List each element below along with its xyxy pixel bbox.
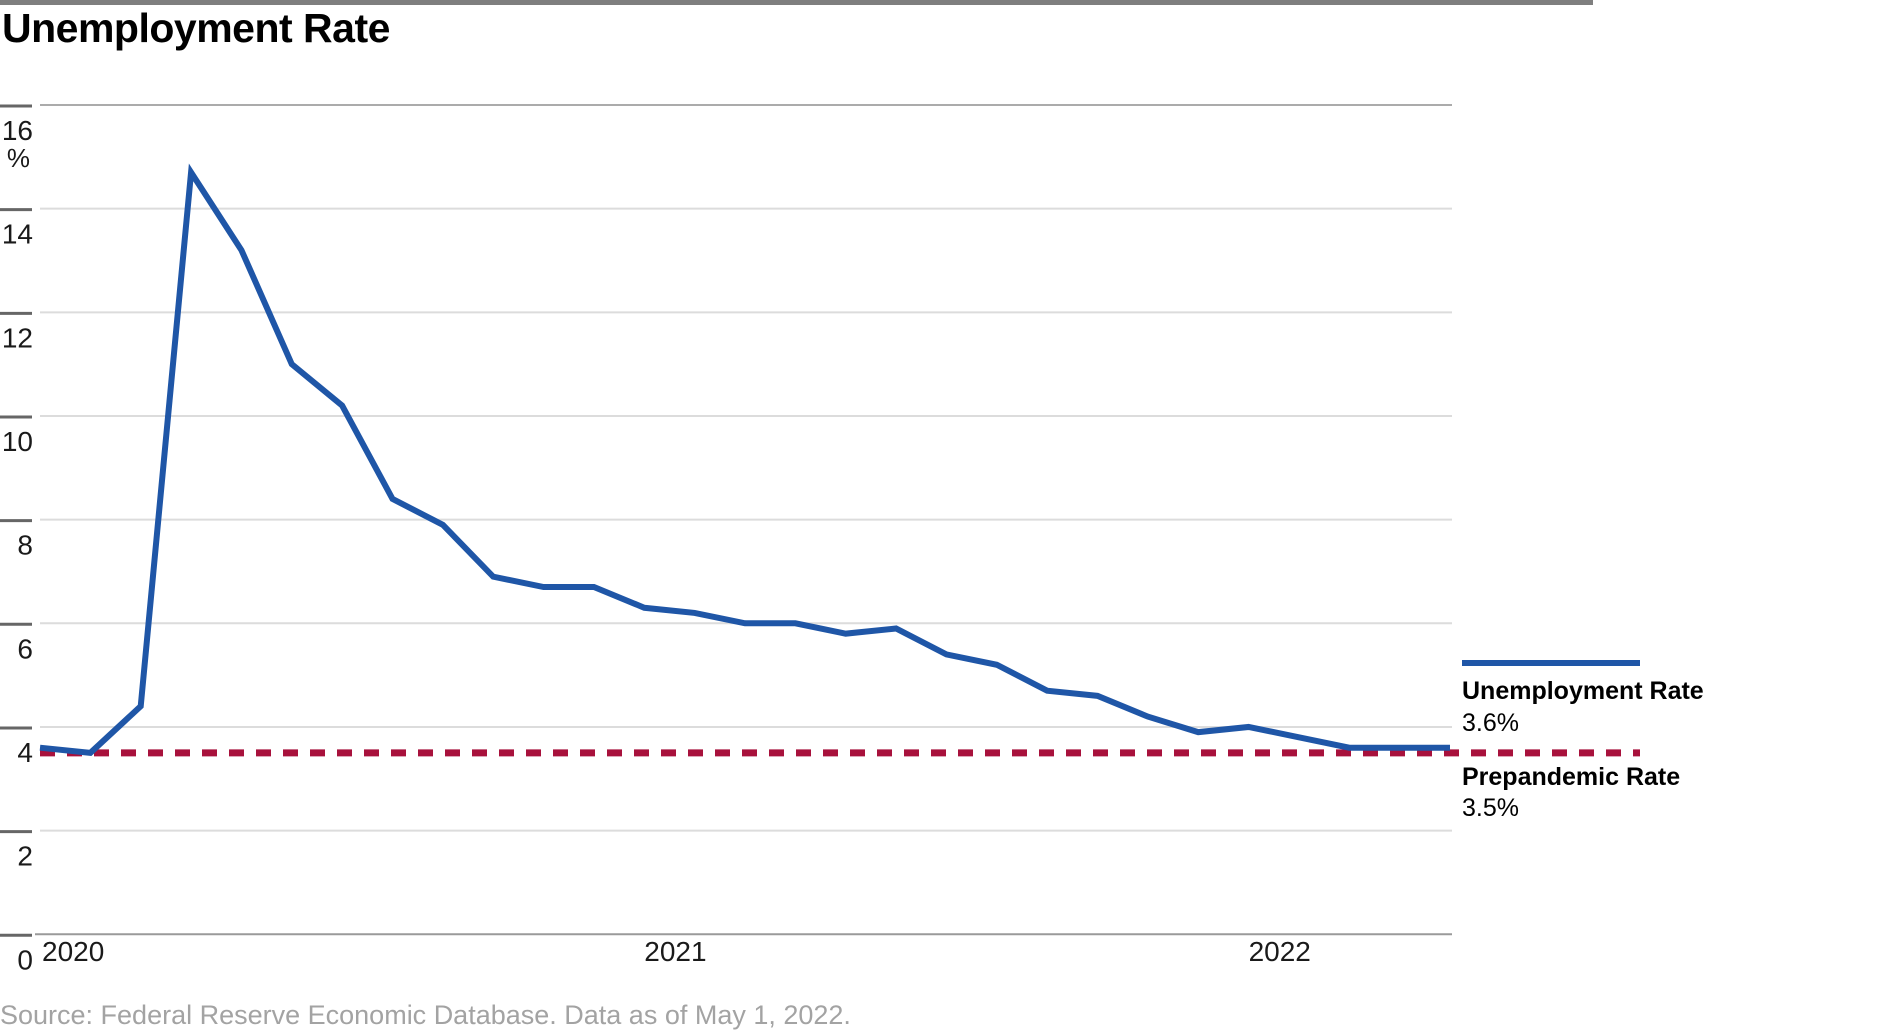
chart-title: Unemployment Rate: [2, 5, 390, 51]
y-axis-label: 2: [17, 841, 33, 872]
y-axis-label: 0: [17, 944, 33, 975]
y-axis-label: 16: [2, 115, 33, 146]
y-axis-label: 10: [2, 426, 33, 457]
x-axis-year-label: 2020: [42, 936, 104, 967]
y-axis-label: 14: [2, 219, 33, 250]
x-axis-year-label: 2021: [644, 936, 706, 967]
x-axis-year-label: 2022: [1249, 936, 1311, 967]
y-axis-label: 12: [2, 322, 33, 353]
y-axis-label: 4: [17, 737, 33, 768]
legend-series1-value: 3.6%: [1462, 709, 1519, 737]
y-axis-label: 6: [17, 633, 33, 664]
legend-series1-label: Unemployment Rate: [1462, 677, 1704, 705]
legend-series2-value: 3.5%: [1462, 794, 1519, 822]
legend-series2-label: Prepandemic Rate: [1462, 763, 1681, 791]
y-axis-label: 8: [17, 530, 33, 561]
unemployment-line: [39, 163, 1450, 756]
top-accent-bar: [0, 0, 1593, 5]
source-note: Source: Federal Reserve Economic Databas…: [0, 1000, 851, 1030]
y-axis-unit-label: %: [7, 143, 30, 173]
